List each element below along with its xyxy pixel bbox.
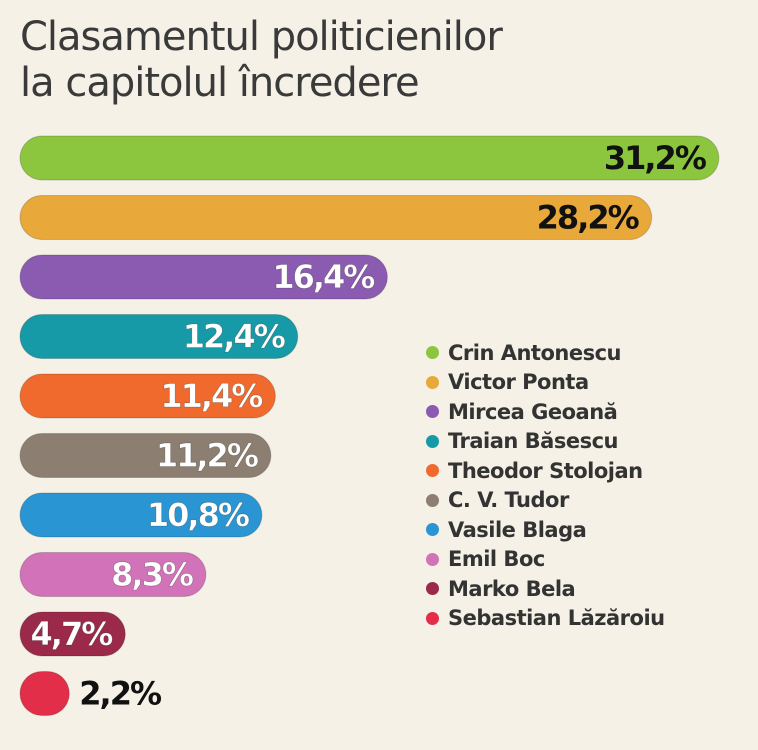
legend-item: Mircea Geoană: [426, 397, 665, 427]
legend-swatch-icon: [426, 464, 439, 478]
bar-5: [19, 373, 276, 419]
bar-value-label-3: 16,4%: [272, 258, 375, 296]
legend-item: Crin Antonescu: [426, 338, 665, 368]
legend-label: Mircea Geoană: [448, 399, 618, 424]
legend-swatch-icon: [426, 582, 439, 596]
legend-item: Theodor Stolojan: [426, 456, 665, 486]
legend-swatch-icon: [426, 375, 439, 389]
bar-value-label-4: 12,4%: [183, 318, 286, 356]
legend-swatch-icon: [426, 405, 439, 419]
legend-item: Marko Bela: [426, 574, 665, 604]
bar-7: [19, 492, 263, 538]
legend-label: Sebastian Lăzăroiu: [448, 606, 665, 631]
bar-2: [19, 195, 653, 240]
legend-item: Victor Ponta: [426, 368, 665, 398]
bar-value-label-7: 10,8%: [147, 496, 250, 534]
legend-item: C. V. Tudor: [426, 486, 665, 516]
bar-6: [19, 433, 272, 478]
legend-item: Traian Băsescu: [426, 427, 665, 457]
legend-swatch-icon: [426, 552, 439, 566]
legend-label: Marko Bela: [448, 576, 576, 601]
chart-title: Clasamentul politicienilor la capitolul …: [20, 14, 503, 106]
bar-value-label-1: 31,2%: [604, 139, 707, 177]
legend-swatch-icon: [426, 493, 439, 507]
bar-3: [19, 254, 388, 300]
bar-value-label-5: 11,4%: [160, 377, 263, 415]
chart-title-line-1: Clasamentul politicienilor: [20, 14, 503, 60]
bar-value-label-6: 11,2%: [156, 437, 259, 475]
legend-item: Emil Boc: [426, 545, 665, 575]
chart-title-line-2: la capitolul încredere: [20, 60, 420, 106]
legend-label: Victor Ponta: [448, 370, 589, 395]
legend-swatch-icon: [426, 346, 439, 360]
legend-label: Traian Băsescu: [448, 429, 619, 454]
legend-label: Theodor Stolojan: [448, 458, 643, 483]
bar-value-label-8: 8,3%: [111, 556, 194, 594]
legend-swatch-icon: [426, 434, 439, 448]
bar-10: [19, 671, 70, 716]
bar-value-label-2: 28,2%: [537, 199, 640, 237]
bar-value-label-10: 2,2%: [79, 675, 162, 713]
chart-legend: Crin Antonescu Victor Ponta Mircea Geoană T…: [426, 338, 665, 633]
legend-swatch-icon: [426, 523, 439, 537]
legend-label: Crin Antonescu: [448, 340, 622, 365]
bar-1: [19, 135, 720, 181]
bar-9: [19, 611, 126, 657]
legend-label: Vasile Blaga: [448, 517, 587, 542]
legend-item: Sebastian Lăzăroiu: [426, 604, 665, 634]
bar-4: [19, 314, 299, 359]
legend-label: Emil Boc: [448, 547, 545, 572]
legend-label: C. V. Tudor: [448, 488, 569, 513]
legend-item: Vasile Blaga: [426, 515, 665, 545]
bar-8: [19, 552, 207, 597]
bar-value-label-9: 4,7%: [31, 615, 114, 653]
legend-swatch-icon: [426, 611, 439, 625]
